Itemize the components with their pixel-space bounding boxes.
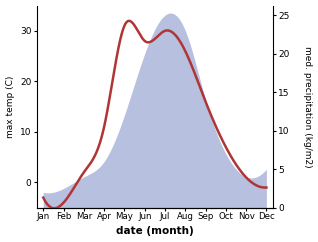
X-axis label: date (month): date (month) (116, 227, 194, 236)
Y-axis label: med. precipitation (kg/m2): med. precipitation (kg/m2) (303, 46, 313, 167)
Y-axis label: max temp (C): max temp (C) (5, 76, 15, 138)
